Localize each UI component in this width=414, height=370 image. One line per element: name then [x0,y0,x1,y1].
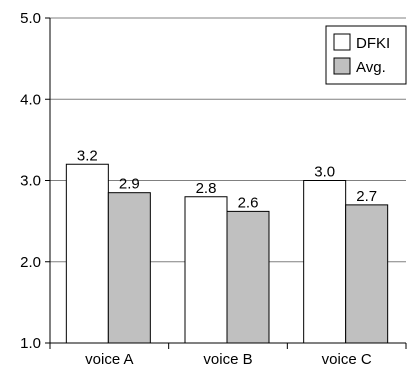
y-tick-label: 1.0 [20,335,41,352]
legend-label-avg: Avg. [356,59,386,76]
bar-dfki [66,164,108,343]
legend-swatch-avg [334,58,350,74]
legend-label-dfki: DFKI [356,35,390,52]
data-label: 3.2 [77,147,98,164]
data-label: 2.9 [119,176,140,193]
data-label: 2.8 [196,180,217,197]
data-label: 3.0 [314,164,335,181]
bar-avg [227,211,269,343]
x-tick-label: voice B [203,351,252,368]
y-tick-label: 4.0 [20,91,41,108]
bar-dfki [185,197,227,343]
x-tick-label: voice A [85,351,133,368]
bar-avg [346,205,388,343]
bar-dfki [304,181,346,344]
y-tick-label: 3.0 [20,173,41,190]
x-tick-label: voice C [322,351,372,368]
legend-swatch-dfki [334,34,350,50]
data-label: 2.6 [238,194,259,211]
bars [66,164,387,343]
data-label: 2.7 [356,188,377,205]
y-tick-label: 2.0 [20,254,41,271]
bar-avg [108,193,150,343]
y-tick-label: 5.0 [20,10,41,27]
legend: DFKI Avg. [326,26,406,84]
